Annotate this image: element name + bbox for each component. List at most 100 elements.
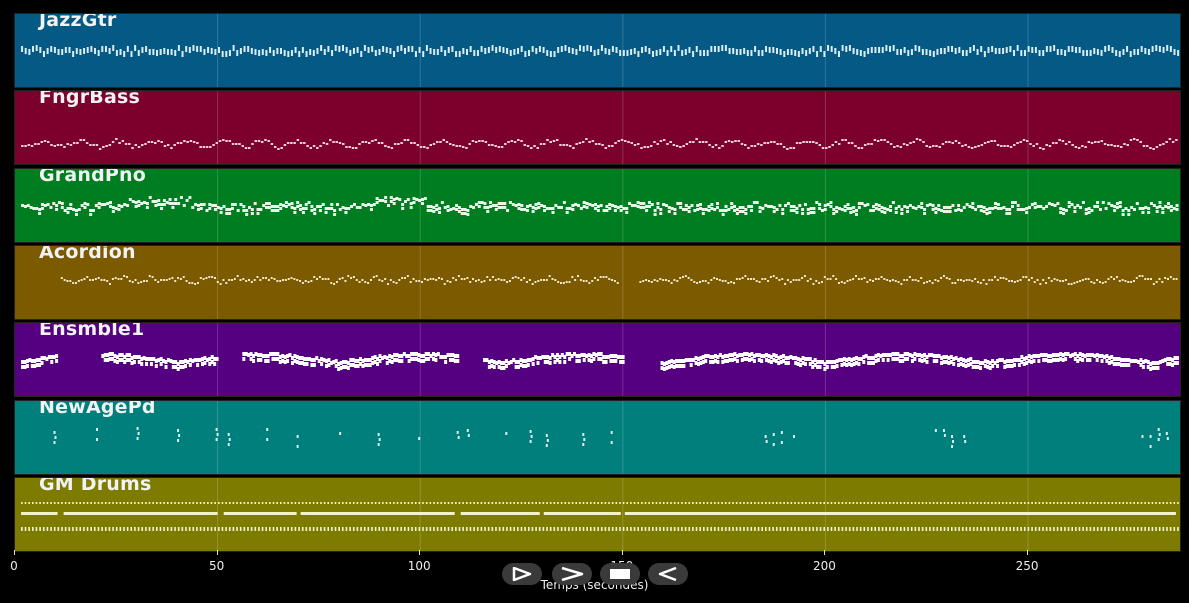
note [1067, 501, 1070, 504]
note [918, 501, 920, 504]
note [1042, 353, 1046, 358]
note [673, 211, 677, 215]
note [907, 501, 909, 504]
note [225, 51, 228, 57]
note [68, 501, 71, 504]
note [446, 208, 450, 212]
note [1115, 201, 1119, 205]
note [120, 358, 124, 363]
note [108, 352, 112, 357]
rewind-button[interactable] [648, 563, 688, 585]
note [604, 355, 608, 360]
note [1141, 206, 1145, 210]
note [100, 202, 104, 206]
note [801, 211, 805, 215]
note [662, 278, 665, 281]
note [594, 276, 597, 279]
note [283, 501, 286, 504]
note [958, 526, 960, 531]
note [622, 501, 625, 504]
note [287, 202, 291, 206]
note [991, 359, 995, 364]
note [160, 206, 164, 210]
note [670, 526, 672, 531]
note [952, 357, 956, 362]
note [752, 277, 755, 280]
note [665, 366, 669, 371]
note [980, 501, 982, 504]
note [743, 48, 746, 54]
note [145, 205, 149, 209]
note [934, 428, 937, 432]
note [993, 201, 997, 205]
note [878, 501, 880, 504]
note [440, 501, 443, 504]
note [832, 211, 836, 215]
note [1042, 206, 1046, 210]
note [282, 203, 286, 207]
note [792, 208, 796, 212]
note [1008, 207, 1012, 211]
note [605, 204, 609, 208]
note [677, 364, 681, 369]
note [608, 49, 611, 55]
note [901, 354, 905, 359]
note [962, 279, 965, 282]
note [520, 203, 524, 207]
note [786, 501, 789, 504]
note [942, 360, 946, 365]
note [223, 511, 297, 515]
note [619, 360, 623, 365]
note [945, 276, 948, 279]
note [628, 201, 632, 205]
note [151, 199, 155, 203]
note [457, 274, 460, 277]
note [341, 205, 345, 209]
note [699, 361, 703, 366]
note [546, 360, 550, 365]
play-button[interactable] [502, 563, 542, 585]
note [852, 501, 855, 504]
note [283, 526, 286, 531]
note [245, 279, 248, 282]
stop-button[interactable] [600, 563, 640, 585]
note [820, 280, 823, 283]
note [24, 145, 27, 148]
note [1168, 138, 1172, 141]
note [525, 204, 529, 208]
note [932, 526, 935, 531]
note [1133, 501, 1135, 504]
note [242, 208, 246, 212]
note [75, 501, 78, 504]
note [998, 48, 1001, 54]
note [296, 139, 300, 142]
note [693, 280, 696, 283]
note [1036, 278, 1039, 281]
note [735, 359, 739, 364]
note [72, 142, 76, 145]
note [767, 279, 770, 282]
note [803, 202, 807, 206]
note [983, 51, 986, 57]
note [651, 526, 654, 531]
note [1157, 427, 1160, 431]
note [440, 200, 444, 204]
note [974, 207, 978, 211]
note [444, 355, 448, 360]
forward-button[interactable] [552, 563, 592, 585]
note [1081, 358, 1085, 363]
note [789, 280, 792, 283]
note [256, 358, 260, 363]
note [1002, 501, 1004, 504]
note [957, 203, 961, 207]
note [287, 526, 289, 531]
note [506, 526, 508, 531]
note [653, 278, 656, 281]
note [272, 501, 275, 504]
note [596, 204, 600, 208]
note [863, 203, 867, 207]
note [542, 204, 546, 208]
note [641, 526, 643, 531]
note [971, 279, 974, 282]
note [695, 46, 698, 52]
